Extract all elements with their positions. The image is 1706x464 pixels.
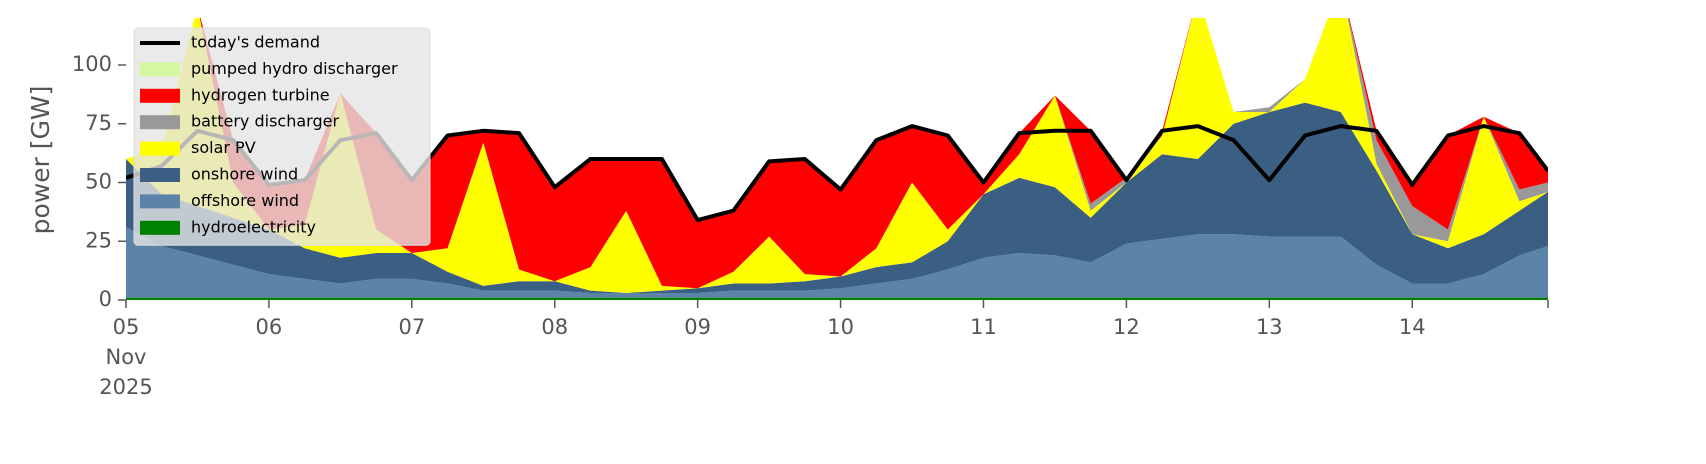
area bbox=[126, 227, 1548, 298]
legend-swatch bbox=[140, 62, 180, 77]
legend-swatch bbox=[140, 194, 180, 209]
x-tick-label: 13 bbox=[1256, 315, 1283, 339]
x-tick-label: 07 bbox=[398, 315, 425, 339]
legend-swatch bbox=[140, 141, 180, 156]
legend-swatch bbox=[140, 168, 180, 182]
y-tick-label: 25 bbox=[85, 228, 112, 252]
x-tick-label: 05 bbox=[113, 315, 140, 339]
area bbox=[126, 18, 1548, 293]
legend-swatch bbox=[140, 115, 180, 130]
area bbox=[126, 102, 1548, 293]
legend-label: pumped hydro discharger bbox=[191, 59, 398, 78]
legend-label: solar PV bbox=[191, 138, 256, 157]
x-tick-label: 09 bbox=[684, 315, 711, 339]
legend-box bbox=[133, 27, 431, 246]
x-year-label: 2025 bbox=[99, 375, 152, 399]
legend-label: onshore wind bbox=[191, 165, 298, 184]
x-tick-label: 08 bbox=[541, 315, 568, 339]
legend-label: today's demand bbox=[191, 33, 320, 52]
area bbox=[126, 297, 1548, 300]
legend-swatch bbox=[140, 88, 180, 103]
legend-label: hydrogen turbine bbox=[191, 85, 330, 104]
legend-label: hydroelectricity bbox=[191, 217, 316, 236]
x-tick-label: 10 bbox=[827, 315, 854, 339]
y-tick-label: 0 bbox=[99, 287, 112, 311]
y-tick-label: 100 bbox=[72, 52, 112, 76]
y-tick-label: 75 bbox=[85, 111, 112, 135]
x-tick-label: 14 bbox=[1399, 315, 1426, 339]
legend-label: offshore wind bbox=[191, 191, 299, 210]
legend-label: battery discharger bbox=[191, 112, 339, 131]
x-tick-label: 12 bbox=[1113, 315, 1140, 339]
area bbox=[126, 18, 1548, 289]
x-month-label: Nov bbox=[106, 345, 147, 369]
x-tick-label: 11 bbox=[970, 315, 997, 339]
y-tick-label: 50 bbox=[85, 170, 112, 194]
x-tick-label: 06 bbox=[256, 315, 283, 339]
y-axis-label: power [GW] bbox=[26, 86, 55, 235]
legend: today's demand pumped hydro discharger hyd… bbox=[133, 27, 431, 246]
legend-swatch bbox=[140, 220, 180, 235]
